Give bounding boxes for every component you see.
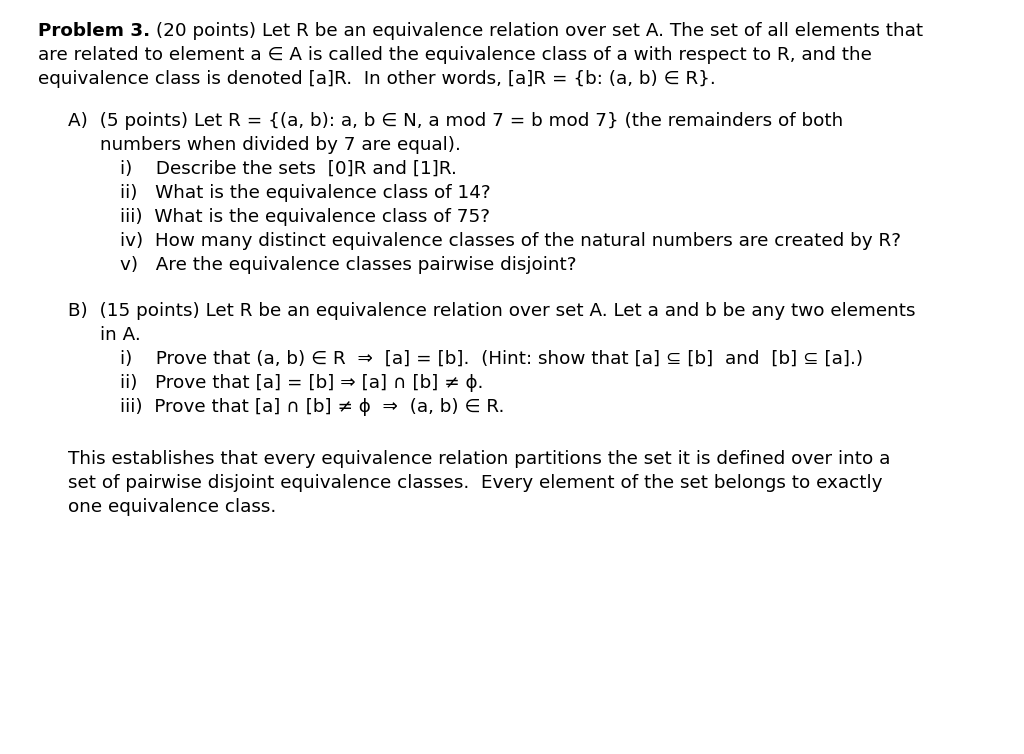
Text: B)  (15 points) Let R be an equivalence relation over set A. Let a and b be any : B) (15 points) Let R be an equivalence r… [68,302,915,320]
Text: equivalence class is denoted [a]R.  In other words, [a]R = {b: (a, b) ∈ R}.: equivalence class is denoted [a]R. In ot… [38,70,716,88]
Text: are related to element a ∈ A is called the equivalence class of a with respect t: are related to element a ∈ A is called t… [38,46,871,64]
Text: This establishes that every equivalence relation partitions the set it is define: This establishes that every equivalence … [68,450,891,468]
Text: i)    Describe the sets  [0]R and [1]R.: i) Describe the sets [0]R and [1]R. [120,160,457,178]
Text: (20 points) Let R be an equivalence relation over set A. The set of all elements: (20 points) Let R be an equivalence rela… [151,22,924,40]
Text: iv)  How many distinct equivalence classes of the natural numbers are created by: iv) How many distinct equivalence classe… [120,232,901,250]
Text: iii)  Prove that [a] ∩ [b] ≠ ϕ  ⇒  (a, b) ∈ R.: iii) Prove that [a] ∩ [b] ≠ ϕ ⇒ (a, b) ∈… [120,398,505,416]
Text: v)   Are the equivalence classes pairwise disjoint?: v) Are the equivalence classes pairwise … [120,256,577,274]
Text: one equivalence class.: one equivalence class. [68,498,276,516]
Text: numbers when divided by 7 are equal).: numbers when divided by 7 are equal). [100,136,461,154]
Text: iii)  What is the equivalence class of 75?: iii) What is the equivalence class of 75… [120,208,490,226]
Text: ii)   Prove that [a] = [b] ⇒ [a] ∩ [b] ≠ ϕ.: ii) Prove that [a] = [b] ⇒ [a] ∩ [b] ≠ ϕ… [120,374,483,392]
Text: i)    Prove that (a, b) ∈ R  ⇒  [a] = [b].  (Hint: show that [a] ⊆ [b]  and  [b]: i) Prove that (a, b) ∈ R ⇒ [a] = [b]. (H… [120,350,863,368]
Text: set of pairwise disjoint equivalence classes.  Every element of the set belongs : set of pairwise disjoint equivalence cla… [68,474,883,492]
Text: A)  (5 points) Let R = {(a, b): a, b ∈ N, a mod 7 = b mod 7} (the remainders of : A) (5 points) Let R = {(a, b): a, b ∈ N,… [68,112,843,130]
Text: in A.: in A. [100,326,140,344]
Text: ii)   What is the equivalence class of 14?: ii) What is the equivalence class of 14? [120,184,490,202]
Text: Problem 3.: Problem 3. [38,22,151,40]
